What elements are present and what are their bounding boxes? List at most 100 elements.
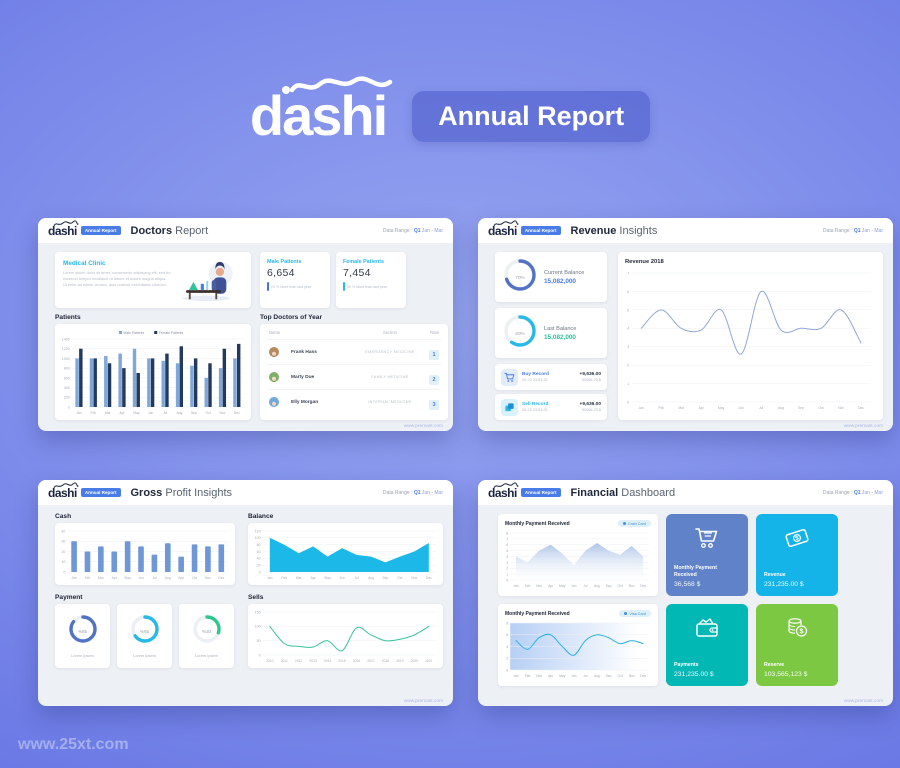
svg-text:2012: 2012 <box>295 659 303 663</box>
svg-text:Sep: Sep <box>798 406 804 410</box>
svg-text:Mar: Mar <box>105 411 112 415</box>
avatar <box>269 346 279 357</box>
hero-header: dashi Annual Report <box>0 76 900 144</box>
dashi-logo: dashi <box>48 481 79 500</box>
svg-text:Oct: Oct <box>618 584 623 588</box>
svg-text:150: 150 <box>255 610 261 614</box>
svg-text:Apr: Apr <box>548 674 554 678</box>
svg-text:Apr: Apr <box>311 576 317 580</box>
dot-icon <box>622 522 626 525</box>
kpi-value: 231,235.00 $ <box>764 581 804 588</box>
clinic-title: Medical Clinic <box>63 260 106 267</box>
revenue-card: $ Revenue 231,235.00 $ <box>756 514 838 596</box>
rate-badge: 3 <box>429 400 439 410</box>
svg-text:Oct: Oct <box>618 674 623 678</box>
svg-text:4: 4 <box>627 327 629 331</box>
data-range-selector[interactable]: Data Range : Q1 Jan - Mar <box>382 489 443 496</box>
svg-text:Apr: Apr <box>112 576 118 580</box>
svg-text:Jan: Jan <box>513 674 518 678</box>
revenue-chart-card: Revenue 2018 0 1 2 3 4 5 6 7 Jan Feb Mar Apr May Jun J… <box>618 252 883 420</box>
cash-bar-chart: 0 10 20 30 40 Jan Feb Mar Apr May Jun Jul Aug Sep Oct N… <box>61 529 228 580</box>
svg-text:0: 0 <box>63 570 65 574</box>
sells-section-label: Sells <box>248 594 264 601</box>
svg-text:Mar: Mar <box>296 576 303 580</box>
gross-profit-panel: dashi Annual Report Gross Profit Insight… <box>38 480 453 706</box>
svg-text:6: 6 <box>627 290 629 294</box>
chart-title: Monthly Payment Received <box>505 520 570 527</box>
svg-text:Aug: Aug <box>594 674 600 678</box>
table-row[interactable]: Elly Morgan INTERNAL MEDICINE 3 <box>267 389 441 414</box>
panel-footer-url: www.premast.com <box>843 424 883 429</box>
coins-icon: $ <box>783 616 811 645</box>
payment-donut-card: %30 Lorem Ipsem <box>179 604 234 668</box>
svg-text:1: 1 <box>506 573 508 577</box>
svg-text:0: 0 <box>259 570 261 574</box>
panel-title: Revenue Insights <box>570 224 658 237</box>
svg-text:May: May <box>125 576 132 580</box>
svg-text:Feb: Feb <box>281 576 287 580</box>
svg-text:Feb: Feb <box>90 411 96 415</box>
female-patients-value: 7,454 <box>343 267 371 279</box>
top-doctors-table: Name Section Rate Frank Hass EMERGENCY M… <box>267 327 441 414</box>
svg-text:Jul: Jul <box>152 576 156 580</box>
data-range-selector[interactable]: Data Range : Q1 Jan - Mar <box>822 227 883 234</box>
kpi-value: 103,565,123 $ <box>764 671 808 678</box>
svg-text:0: 0 <box>68 405 70 409</box>
watermark: www.25xt.com <box>18 736 129 753</box>
panel-body: Medical Clinic Lorem ipsum dolor sit ame… <box>38 244 453 431</box>
kpi-label: Revenue <box>764 571 786 578</box>
svg-text:Nov: Nov <box>838 406 844 410</box>
payment-donut: %30 <box>192 614 222 649</box>
svg-text:2021: 2021 <box>425 659 433 663</box>
table-row[interactable]: Frank Hass EMERGENCY MEDICINE 1 <box>267 339 441 365</box>
svg-text:5: 5 <box>627 308 629 312</box>
svg-text:May: May <box>559 584 566 588</box>
svg-text:10: 10 <box>61 560 65 564</box>
svg-text:2016: 2016 <box>353 659 361 663</box>
svg-text:0: 0 <box>627 400 629 404</box>
svg-text:2013: 2013 <box>310 659 318 663</box>
buy-record-item[interactable]: Buy Record 09-23 03:53:25 +9,636.00 5066… <box>495 364 607 390</box>
rate-badge: 2 <box>429 375 439 385</box>
svg-text:80: 80 <box>257 543 261 547</box>
balance-area-chart: 0 20 40 60 80 100 120 Jan Feb Mar Apr May Jun Jul Aug S… <box>255 529 436 580</box>
svg-text:40: 40 <box>61 529 65 533</box>
annual-report-badge: Annual Report <box>520 226 561 235</box>
svg-text:May: May <box>133 411 140 415</box>
svg-text:Feb: Feb <box>525 584 531 588</box>
visa-card-badge[interactable]: Visa Card <box>619 610 651 617</box>
patients-bar-chart: 0 200 400 600 800 1000 1200 1400 Jan Feb Mar Apr May… <box>62 331 244 415</box>
svg-text:30: 30 <box>61 540 65 544</box>
svg-text:0: 0 <box>506 668 508 672</box>
annual-report-badge: Annual Report <box>520 488 561 497</box>
svg-text:Aug: Aug <box>594 584 600 588</box>
svg-text:Sep: Sep <box>606 584 612 588</box>
donut-caption: Lorem Ipsem <box>195 653 218 658</box>
sell-record-item[interactable]: Sell Record 09-23 03:53:25 +9,636.00 506… <box>495 394 607 420</box>
svg-text:7: 7 <box>506 537 508 541</box>
svg-text:8: 8 <box>506 621 508 625</box>
donut-percent: %85 <box>77 629 88 634</box>
sell-record-amount: +9,636.00 <box>579 401 601 407</box>
data-range-selector[interactable]: Data Range : Q1 Jan - Mar <box>382 227 443 234</box>
payment-donut-card: %85 Lorem Ipsem <box>55 604 110 668</box>
svg-text:Sep: Sep <box>191 411 197 415</box>
current-balance-donut: 70% <box>503 258 537 297</box>
cash-card-badge[interactable]: Cash Card <box>617 520 651 527</box>
svg-text:50: 50 <box>257 639 261 643</box>
sell-record-label: Sell Record <box>522 401 549 407</box>
table-row[interactable]: Marty Due FAMILY MEDICINE 2 <box>267 364 441 390</box>
dashi-logo: dashi <box>488 219 519 238</box>
accent-bar <box>267 282 269 291</box>
svg-text:Feb: Feb <box>658 406 664 410</box>
svg-text:Apr: Apr <box>119 411 125 415</box>
data-range-selector[interactable]: Data Range : Q1 Jan - Mar <box>822 489 883 496</box>
male-patients-value: 6,654 <box>267 267 295 279</box>
logo-squiggle-icon <box>493 219 519 226</box>
svg-text:20: 20 <box>61 550 65 554</box>
svg-text:Sep: Sep <box>178 576 184 580</box>
svg-text:2015: 2015 <box>338 659 346 663</box>
buy-record-label: Buy Record <box>522 371 549 377</box>
panel-header: dashi Annual Report Financial Dashboard … <box>478 480 893 506</box>
